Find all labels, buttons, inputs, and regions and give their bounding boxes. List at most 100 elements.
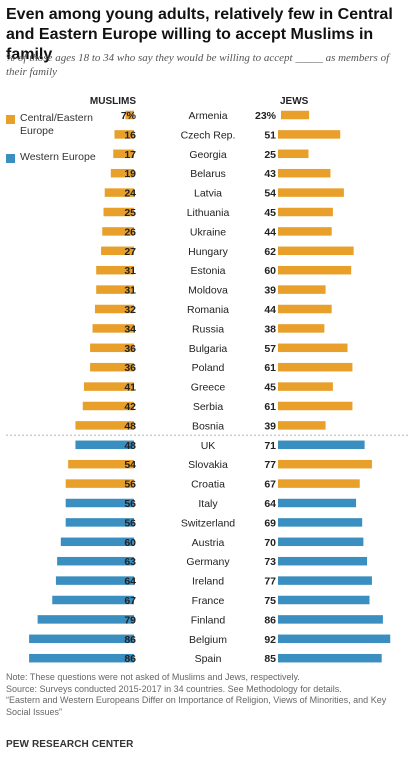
bar-jews-ukraine [278, 227, 332, 236]
value-jews-hungary: 62 [264, 246, 276, 258]
value-jews-lithuania: 45 [264, 207, 276, 219]
country-label-ukraine: Ukraine [190, 226, 226, 238]
bar-muslims-uk [75, 440, 134, 450]
value-muslims-ukraine: 26 [124, 226, 136, 238]
bar-jews-lithuania [278, 207, 333, 217]
bar-jews-czech-rep [278, 130, 341, 139]
bar-jews-greece [278, 382, 333, 391]
value-muslims-bulgaria: 36 [124, 343, 136, 355]
country-label-latvia: Latvia [194, 188, 222, 200]
country-label-serbia: Serbia [193, 401, 224, 413]
bar-muslims-romania [94, 304, 134, 314]
value-jews-croatia: 67 [264, 479, 276, 491]
value-muslims-finland: 79 [124, 614, 136, 626]
bar-muslims-finland [37, 615, 135, 624]
legend-label-western: Western Europe [20, 151, 96, 163]
country-label-georgia: Georgia [189, 149, 227, 161]
bar-jews-georgia [278, 149, 309, 159]
value-jews-moldova: 39 [264, 285, 276, 297]
value-jews-georgia: 25 [264, 149, 276, 161]
country-label-romania: Romania [187, 304, 229, 316]
bar-jews-moldova [278, 285, 326, 294]
country-label-italy: Italy [198, 498, 218, 510]
bar-muslims-spain [29, 653, 134, 663]
value-jews-spain: 85 [264, 653, 276, 665]
value-jews-uk: 71 [264, 440, 276, 452]
country-label-greece: Greece [191, 382, 226, 394]
country-label-russia: Russia [192, 323, 224, 335]
value-jews-bulgaria: 57 [264, 343, 276, 355]
bar-muslims-switzerland [65, 518, 134, 527]
bar-jews-germany [278, 556, 368, 566]
value-muslims-serbia: 42 [124, 401, 136, 413]
value-jews-france: 75 [264, 595, 276, 607]
value-muslims-germany: 63 [124, 556, 136, 568]
bar-muslims-germany [57, 556, 134, 566]
country-label-uk: UK [201, 440, 216, 452]
value-muslims-belarus: 19 [124, 168, 136, 180]
bar-muslims-estonia [96, 265, 134, 275]
chart-subtitle: % of those ages 18 to 34 who say they wo… [6, 52, 390, 78]
footer: Note: These questions were not asked of … [6, 672, 410, 718]
bar-jews-belgium [278, 634, 391, 644]
bar-muslims-slovakia [68, 459, 134, 469]
bar-jews-austria [278, 537, 364, 547]
bar-jews-uk [278, 440, 365, 450]
value-muslims-italy: 56 [124, 498, 136, 510]
value-jews-bosnia: 39 [264, 420, 276, 432]
bar-muslims-moldova [96, 285, 134, 294]
bar-jews-serbia [278, 401, 353, 411]
column-header-jews: JEWS [280, 96, 309, 107]
butterfly-bar-chart: MUSLIMS JEWS 7% Armenia 23% 16 Czech Rep. 51 17 G… [6, 96, 410, 665]
value-jews-estonia: 60 [264, 265, 276, 277]
bar-jews-estonia [278, 265, 352, 275]
country-label-estonia: Estonia [190, 265, 225, 277]
country-label-ireland: Ireland [192, 576, 224, 588]
country-label-hungary: Hungary [188, 246, 228, 258]
value-jews-austria: 70 [264, 537, 276, 549]
value-muslims-greece: 41 [124, 382, 136, 394]
value-muslims-moldova: 31 [124, 285, 136, 297]
value-muslims-switzerland: 56 [124, 517, 136, 529]
value-jews-poland: 61 [264, 362, 276, 374]
value-muslims-belgium: 86 [124, 634, 136, 646]
country-label-slovakia: Slovakia [188, 459, 228, 471]
bar-jews-bosnia [278, 421, 326, 430]
value-jews-switzerland: 69 [264, 517, 276, 529]
bar-jews-switzerland [278, 518, 363, 527]
bar-muslims-italy [65, 498, 134, 508]
bar-jews-armenia [281, 110, 310, 120]
value-jews-germany: 73 [264, 556, 276, 568]
bar-muslims-belarus [110, 168, 134, 178]
value-jews-finland: 86 [264, 614, 276, 626]
bar-jews-croatia [278, 479, 360, 488]
country-label-bulgaria: Bulgaria [189, 343, 228, 355]
bar-muslims-croatia [65, 479, 134, 488]
bar-muslims-france [52, 595, 135, 605]
value-jews-italy: 64 [264, 498, 276, 510]
value-muslims-spain: 86 [124, 653, 136, 665]
bar-muslims-belgium [29, 634, 134, 644]
bar-jews-hungary [278, 246, 354, 256]
value-jews-belarus: 43 [264, 168, 276, 180]
bar-jews-finland [278, 615, 383, 624]
bar-jews-latvia [278, 188, 344, 197]
bar-jews-russia [278, 324, 325, 333]
country-label-armenia: Armenia [188, 110, 227, 122]
footer-source: Source: Surveys conducted 2015-2017 in 3… [6, 683, 342, 694]
footer-note: Note: These questions were not asked of … [6, 672, 300, 682]
legend-label-central-eastern: Central/Eastern Europe [20, 112, 93, 137]
bar-muslims-lithuania [103, 207, 134, 217]
bar-jews-slovakia [278, 459, 372, 469]
bar-muslims-bosnia [75, 421, 134, 430]
value-muslims-latvia: 24 [124, 188, 136, 200]
value-jews-czech-rep: 51 [264, 129, 276, 141]
value-jews-slovakia: 77 [264, 459, 276, 471]
country-label-moldova: Moldova [188, 285, 228, 297]
value-muslims-france: 67 [124, 595, 136, 607]
country-label-spain: Spain [195, 653, 222, 665]
value-muslims-croatia: 56 [124, 479, 136, 491]
bar-muslims-poland [90, 362, 134, 372]
bar-muslims-austria [60, 537, 134, 547]
value-muslims-romania: 32 [124, 304, 136, 316]
